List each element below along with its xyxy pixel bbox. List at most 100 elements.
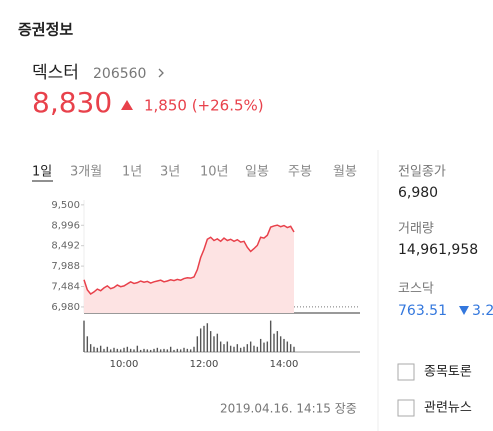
volume-bar <box>293 346 295 352</box>
volume-bar <box>273 333 275 352</box>
volume-bar <box>173 349 175 352</box>
volume-bar <box>96 347 99 352</box>
link[interactable]: 관련뉴스 <box>424 401 472 416</box>
down-arrow <box>459 306 469 315</box>
volume-bar <box>153 348 155 352</box>
volume-bar <box>163 348 165 352</box>
stat-change: 3.2 <box>472 303 493 319</box>
period-tab[interactable]: 10년 <box>200 165 229 180</box>
stat-value: 763.51 <box>398 303 447 319</box>
period-tab[interactable]: 일봉 <box>245 165 269 180</box>
volume-bar <box>249 341 252 352</box>
volume-bar <box>113 347 115 352</box>
volume-bar <box>219 341 222 352</box>
volume-bar <box>129 348 132 352</box>
period-tab[interactable]: 1년 <box>122 165 142 180</box>
volume-bar <box>223 344 225 352</box>
volume-bar <box>279 336 282 352</box>
volume-bar <box>133 349 135 352</box>
volume-bar <box>289 344 292 352</box>
stat-label: 거래량 <box>398 222 434 237</box>
chevron <box>158 68 164 78</box>
volume-bar <box>196 336 199 352</box>
volume-bar <box>256 346 259 352</box>
volume-bar <box>119 349 122 352</box>
volume-bar <box>143 348 145 352</box>
period-tab[interactable]: 주봉 <box>288 165 312 180</box>
period-tab[interactable]: 1일 <box>32 165 52 180</box>
stat-value: 14,961,958 <box>398 242 478 258</box>
volume-bar <box>89 344 92 352</box>
volume-bar <box>206 323 209 352</box>
period-tab[interactable]: 3개월 <box>70 165 102 180</box>
volume-bar <box>216 333 219 352</box>
volume-bar <box>86 336 89 352</box>
volume-bar <box>136 345 139 352</box>
period-tab[interactable]: 3년 <box>160 165 180 180</box>
y-tick-label: 7,988 <box>51 261 80 272</box>
stock-code[interactable]: 206560 <box>93 66 146 82</box>
volume-bar <box>99 345 102 352</box>
volume-bar <box>169 346 172 352</box>
volume-bar <box>156 347 159 352</box>
volume-bar <box>166 349 169 352</box>
volume-bar <box>109 349 112 352</box>
volume-bar <box>126 346 129 352</box>
stock-name[interactable]: 덱스터 <box>32 63 79 83</box>
volume-bar <box>139 349 142 352</box>
widget-title: 증권정보 <box>18 21 73 39</box>
volume-bar <box>93 346 95 352</box>
volume-bar <box>286 341 289 352</box>
y-tick-label: 6,980 <box>51 302 80 313</box>
volume-bar <box>236 344 239 352</box>
volume-bar <box>203 325 205 352</box>
link[interactable]: 종목토론 <box>424 365 472 380</box>
forum-icon <box>397 363 415 381</box>
volume-bar <box>159 349 162 352</box>
x-tick-label: 10:00 <box>110 359 139 370</box>
timestamp: 2019.04.16. 14:15 장중 <box>220 402 357 416</box>
news-icon <box>397 399 415 417</box>
y-tick-label: 8,996 <box>51 220 80 231</box>
y-tick-label: 7,484 <box>51 282 80 293</box>
volume-bar <box>83 320 85 352</box>
stock-change: 1,850 (+26.5%) <box>144 97 264 115</box>
up-arrow <box>121 100 133 110</box>
y-tick-label: 8,492 <box>51 241 80 252</box>
volume-bar <box>266 341 269 352</box>
volume-bar <box>193 346 195 352</box>
volume-bar <box>233 346 235 352</box>
volume-bar <box>123 347 125 352</box>
stat-label: 코스닥 <box>398 282 434 297</box>
period-tab[interactable]: 월봉 <box>333 165 357 180</box>
volume-bar <box>146 349 149 352</box>
volume-bar <box>253 345 255 352</box>
volume-bar <box>179 349 182 352</box>
volume-bar <box>269 320 272 352</box>
volume-bar <box>246 344 249 352</box>
volume-bar <box>176 348 179 352</box>
volume-bar <box>199 328 202 352</box>
volume-bar <box>189 349 192 352</box>
price-line <box>83 224 295 295</box>
volume-bar <box>209 331 212 352</box>
volume-bar <box>263 342 265 352</box>
volume-bar <box>283 338 285 352</box>
volume-bar <box>106 346 109 352</box>
volume-bar <box>149 349 152 352</box>
volume-bar <box>103 348 105 352</box>
volume-bar <box>229 345 232 352</box>
volume-bar <box>243 346 245 352</box>
volume-bar <box>116 348 119 352</box>
volume-bar <box>259 338 262 352</box>
stock-price: 8,830 <box>32 86 112 119</box>
volume-bar <box>276 331 279 352</box>
volume-bar <box>186 348 189 352</box>
stat-label: 전일종가 <box>398 165 446 180</box>
x-tick-label: 12:00 <box>190 359 219 370</box>
volume-bar <box>213 336 215 352</box>
price-area <box>84 225 294 313</box>
y-tick-label: 9,500 <box>51 200 80 211</box>
x-tick-label: 14:00 <box>270 359 299 370</box>
